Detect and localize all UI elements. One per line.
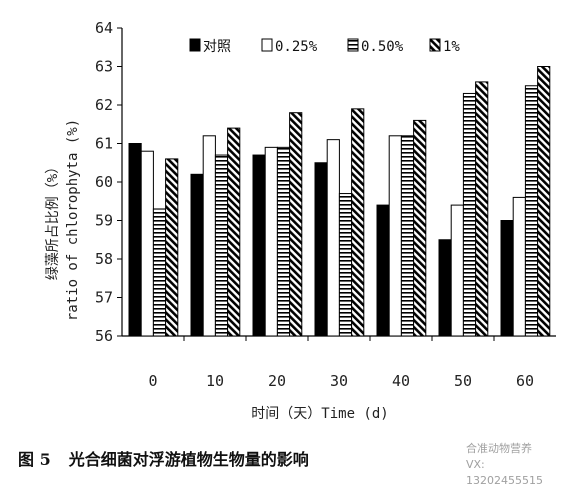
bar-horizontal-stripes-20 [276,146,291,337]
y-tick-label: 57 [95,289,113,307]
bar-horizontal-stripes-40 [400,135,415,337]
bar-diagonal-stripes-20 [289,112,303,337]
y-tick-label: 58 [95,250,113,268]
bar-chart: 56 57 58 59 60 61 62 63 64 0 10 20 30 40 50 60 对照 0.25%… [45,19,556,422]
y-tick-label: 61 [95,135,113,153]
bar-horizontal-stripes-10 [214,154,229,337]
legend-label: 对照 [203,39,231,55]
x-tick-label: 40 [392,372,410,390]
x-tick-label: 30 [330,372,348,390]
bar-white-60 [512,196,526,337]
y-tick-label: 62 [95,96,113,114]
legend-label: 0.50% [361,39,404,55]
bar-horizontal-stripes-60 [524,85,539,337]
legend-swatch [189,38,201,52]
bar-diagonal-stripes-40 [413,119,427,337]
x-axis-label: 时间（天）Time (d) [251,406,388,422]
bar-white-50 [450,204,464,337]
bar-diagonal-stripes-0 [165,158,179,337]
bar-solid-30 [314,162,328,337]
bar-solid-20 [252,154,266,337]
legend-label: 1% [443,39,460,55]
bar-solid-10 [190,173,204,337]
figure-number: 图 5 [18,450,51,469]
figure-title: 光合细菌对浮游植物生物量的影响 [68,450,309,469]
legend: 对照 0.25% 0.50% 1% [189,38,460,55]
figure-caption: 图 5 光合细菌对浮游植物生物量的影响 [18,446,309,470]
bar-white-40 [388,135,402,337]
bar-solid-0 [128,143,142,337]
y-axis-label-en: ratio of chlorophyta (%) [65,119,81,321]
watermark-line-1: 合准动物营养 [466,442,532,455]
watermark: 合准动物营养 VX: 13202455515 [466,441,562,489]
legend-swatch [261,38,273,52]
y-tick-label: 64 [95,19,113,37]
y-axis-label-cn: 绿藻所占比例（%） [45,160,61,280]
legend-swatch [347,38,359,52]
bar-white-10 [202,135,216,337]
bar-white-30 [326,139,340,337]
y-tick-label: 63 [95,58,113,76]
bar-solid-60 [500,220,514,337]
bar-white-20 [264,146,278,337]
bar-diagonal-stripes-50 [475,81,489,337]
x-tick-label: 10 [206,372,224,390]
bar-horizontal-stripes-50 [462,92,477,337]
bars [128,66,551,337]
bar-horizontal-stripes-30 [338,193,353,337]
x-tick-label: 50 [454,372,472,390]
legend-label: 0.25% [275,39,318,55]
watermark-line-2: VX: 13202455515 [466,458,543,487]
bar-white-0 [140,150,154,337]
bar-diagonal-stripes-60 [537,66,551,337]
bar-solid-40 [376,204,390,337]
bar-solid-50 [438,239,452,337]
y-axis: 56 57 58 59 60 61 62 63 64 [95,19,123,345]
x-tick-label: 60 [516,372,534,390]
x-tick-label: 20 [268,372,286,390]
y-tick-label: 60 [95,173,113,191]
x-axis: 0 10 20 30 40 50 60 [122,335,556,390]
bar-diagonal-stripes-10 [227,127,241,337]
x-tick-label: 0 [148,372,157,390]
bar-diagonal-stripes-30 [351,108,365,337]
legend-swatch [429,38,441,52]
y-tick-label: 59 [95,212,113,230]
y-tick-label: 56 [95,327,113,345]
bar-horizontal-stripes-0 [152,208,167,337]
